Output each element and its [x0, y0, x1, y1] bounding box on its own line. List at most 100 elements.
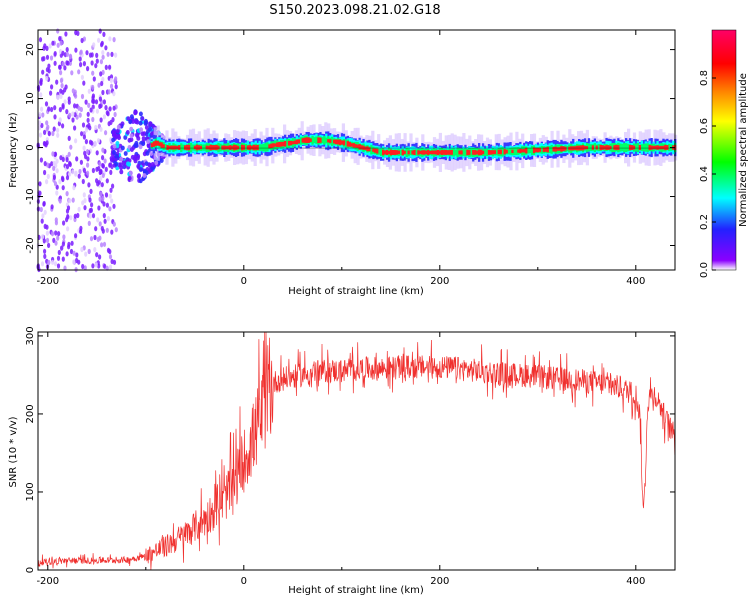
ridge-cell — [378, 148, 381, 155]
noise-cell — [42, 56, 46, 62]
noise-cell — [102, 201, 106, 207]
ridge-cell — [274, 143, 277, 147]
turbulence-cell — [140, 131, 145, 137]
ridge-cell — [270, 143, 273, 149]
y-tick-label: 200 — [25, 404, 36, 423]
ridge-cell — [358, 144, 361, 150]
turbulence-cell — [119, 169, 124, 175]
noise-cell — [45, 140, 49, 146]
noise-cell — [40, 106, 44, 112]
ridge-cell — [656, 145, 659, 150]
noise-cell — [45, 45, 49, 52]
noise-cell — [44, 101, 49, 107]
ridge-cell — [246, 145, 249, 150]
noise-cell — [43, 129, 47, 135]
ridge-cell — [431, 150, 434, 155]
ridge-cell — [630, 145, 634, 150]
noise-cell — [46, 162, 50, 168]
noise-cell — [94, 262, 98, 268]
noise-cell — [98, 221, 102, 227]
turbulence-cell — [144, 125, 149, 130]
noise-cell — [101, 147, 105, 153]
ridge-cell — [628, 144, 632, 151]
noise-cell — [69, 144, 73, 150]
ridge-cell — [597, 144, 600, 152]
ridge-cell — [627, 143, 630, 152]
noise-cell — [80, 93, 85, 100]
turbulence-cell — [129, 114, 134, 120]
noise-cell — [69, 248, 74, 255]
noise-cell — [41, 234, 45, 240]
noise-cell — [39, 77, 43, 84]
y-tick-label: 100 — [25, 482, 36, 501]
snr-y-label: SNR (10 * v/v) — [8, 416, 19, 487]
noise-cell — [102, 99, 106, 105]
noise-cell — [58, 179, 62, 185]
noise-cell — [50, 106, 54, 113]
turbulence-cell — [145, 151, 150, 156]
noise-cell — [84, 127, 89, 133]
noise-cell — [81, 178, 85, 185]
ridge-cell — [503, 149, 506, 155]
turbulence-cell — [129, 126, 134, 132]
turbulence-cell — [140, 116, 145, 121]
ridge-cell — [272, 143, 275, 148]
noise-cell — [86, 162, 90, 168]
turbulence-cell — [150, 162, 155, 167]
colorbar-tick-label: 0.8 — [699, 70, 710, 86]
ridge-cell — [285, 139, 289, 148]
turbulence-cell — [133, 143, 138, 148]
ridge-cell — [495, 149, 498, 156]
noise-cell — [64, 31, 68, 37]
noise-cell — [51, 130, 55, 137]
ridge-cell — [476, 150, 479, 155]
turbulence-cell — [150, 131, 155, 137]
noise-cell — [55, 79, 59, 85]
noise-cell — [87, 88, 91, 94]
ridge-cell — [515, 147, 518, 155]
noise-cell — [41, 112, 45, 118]
ridge-cell — [333, 139, 336, 144]
ridge-cell — [323, 135, 326, 145]
x-tick-label: -200 — [36, 276, 59, 287]
noise-cell — [97, 205, 101, 211]
noise-cell — [78, 168, 82, 175]
ridge-cell — [456, 147, 459, 158]
noise-cell — [108, 206, 112, 212]
ridge-cell — [546, 146, 549, 153]
ridge-cell — [397, 150, 400, 155]
ridge-cell — [415, 149, 418, 156]
x-tick-label: 200 — [430, 276, 449, 287]
noise-cell — [59, 70, 63, 76]
turbulence-cell — [113, 133, 118, 139]
noise-cell — [38, 132, 43, 138]
ridge-cell — [513, 147, 516, 156]
noise-cell — [45, 120, 49, 126]
noise-cell — [77, 69, 81, 75]
noise-cell — [49, 90, 53, 96]
ridge-cell — [585, 146, 589, 150]
turbulence-cell — [115, 128, 120, 134]
ridge-cell — [566, 145, 569, 152]
noise-cell — [56, 235, 60, 241]
noise-cell — [91, 70, 95, 76]
noise-cell — [94, 226, 98, 232]
ridge-cell — [354, 144, 357, 148]
noise-cell — [69, 215, 73, 221]
ridge-cell — [595, 145, 598, 150]
noise-cell — [67, 241, 71, 247]
noise-cell — [81, 263, 85, 270]
ridge-cell — [366, 146, 369, 152]
noise-cell — [94, 99, 99, 105]
noise-cell — [71, 111, 75, 117]
colorbar-tick-label: 0.6 — [699, 118, 710, 134]
noise-cell — [98, 103, 102, 109]
y-tick-label: 10 — [25, 92, 36, 105]
noise-cell — [108, 106, 112, 112]
ridge-cell — [446, 150, 449, 155]
noise-cell — [53, 105, 57, 111]
noise-cell — [98, 169, 102, 176]
ridge-cell — [560, 146, 563, 152]
noise-cell — [45, 224, 49, 230]
ridge-cell — [370, 145, 373, 155]
